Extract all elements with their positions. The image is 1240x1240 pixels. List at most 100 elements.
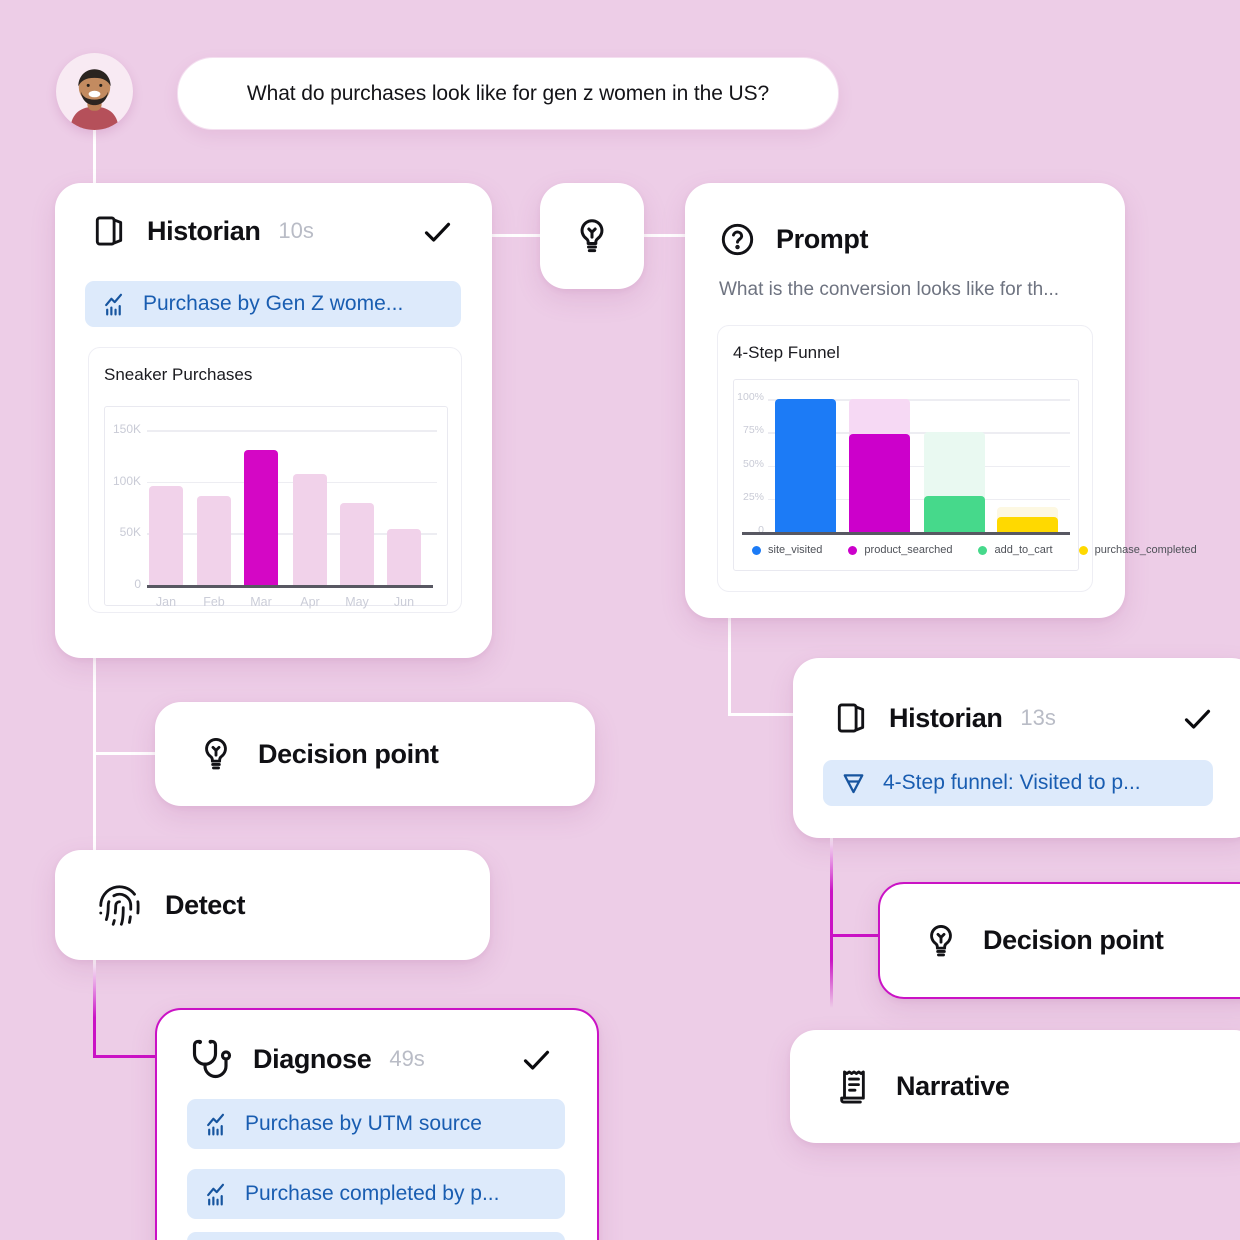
x-axis-line xyxy=(742,532,1070,535)
connector-prompt-historian-right xyxy=(728,713,795,716)
lightbulb-icon xyxy=(922,922,960,960)
chart-title: 4-Step Funnel xyxy=(733,343,840,362)
y-tick-label: 100% xyxy=(737,391,764,403)
legend-label: product_searched xyxy=(864,544,953,556)
gridline xyxy=(768,432,1070,434)
connector-bulb-prompt xyxy=(643,234,687,237)
bar xyxy=(244,449,278,585)
gridline xyxy=(147,533,437,535)
node-diagnose[interactable]: Diagnose 49s Purchase by UTM source Purc… xyxy=(155,1008,599,1240)
connector-prompt-down xyxy=(728,616,731,716)
question-circle-icon xyxy=(719,221,756,258)
node-detect[interactable]: Detect xyxy=(55,850,490,960)
sneaker-purchases-chart: Sneaker Purchases 0 50K 100K 150K Jan Feb Mar A… xyxy=(88,347,462,613)
metric-chart-icon xyxy=(204,1182,229,1207)
badge-label: Purchase completed by p... xyxy=(245,1182,500,1205)
legend-item: purchase_completed xyxy=(1078,544,1197,556)
legend-item: product_searched xyxy=(848,544,952,556)
node-title: Detect xyxy=(165,889,246,920)
legend-label: site_visited xyxy=(768,544,823,556)
badge-label: Purchase by Gen Z wome... xyxy=(143,292,404,315)
chat-bubble: What do purchases look like for gen z wo… xyxy=(177,57,839,130)
node-title: Narrative xyxy=(896,1071,1010,1101)
node-duration: 13s xyxy=(1020,705,1056,730)
bar xyxy=(293,474,327,585)
badge-label: 4-Step funnel: Visited to p... xyxy=(883,771,1141,794)
connector-decision-left xyxy=(93,752,157,755)
chat-message: What do purchases look like for gen z wo… xyxy=(246,81,770,105)
x-axis-line xyxy=(147,585,433,588)
metric-chart-icon xyxy=(102,292,127,317)
metric-badge[interactable]: 4-Step funnel: Visited to p... xyxy=(823,760,1213,806)
check-icon xyxy=(520,1043,553,1076)
gridline xyxy=(768,465,1070,467)
check-icon xyxy=(1181,702,1214,735)
gridline xyxy=(147,430,437,432)
check-icon xyxy=(421,215,454,248)
metric-badge[interactable]: Purchase completed by p... xyxy=(187,1169,565,1219)
book-icon xyxy=(91,213,127,249)
y-tick-label: 0 xyxy=(134,577,141,591)
bar xyxy=(387,529,421,585)
node-title: Decision point xyxy=(983,925,1164,955)
node-title: Diagnose xyxy=(253,1043,372,1074)
funnel-chart: 4-Step Funnel 0 25% 50% 75% 100% site_visited… xyxy=(717,325,1197,592)
y-tick-label: 25% xyxy=(742,490,764,503)
x-tick-label: Mar xyxy=(250,595,272,609)
x-tick-label: Jun xyxy=(393,595,415,609)
stethoscope-icon xyxy=(191,1038,233,1080)
legend-dot xyxy=(978,545,988,555)
legend-item: site_visited xyxy=(752,544,822,556)
chart-plot-area: 0 50K 100K 150K Jan Feb Mar Apr May Jun xyxy=(104,406,448,609)
receipt-icon xyxy=(835,1068,873,1106)
legend-item: add_to_cart xyxy=(978,544,1053,556)
node-historian-left[interactable]: Historian 10s Purchase by Gen Z wome... … xyxy=(55,183,492,658)
node-title: Historian xyxy=(147,215,261,246)
legend-label: add_to_cart xyxy=(994,544,1053,556)
bar xyxy=(340,503,374,585)
y-tick-label: 75% xyxy=(742,424,764,437)
book-icon xyxy=(833,700,869,736)
connector-historian-bulb xyxy=(490,234,542,237)
node-duration: 10s xyxy=(278,218,314,243)
badge-label: Purchase by UTM source xyxy=(245,1112,482,1135)
bar xyxy=(149,485,183,585)
metric-badge[interactable] xyxy=(187,1232,565,1240)
y-tick-label: 0 xyxy=(758,524,764,536)
bar xyxy=(849,433,910,532)
metric-badge[interactable]: Purchase by Gen Z wome... xyxy=(85,281,461,327)
node-title: Decision point xyxy=(258,738,439,769)
metric-chart-icon xyxy=(204,1112,229,1137)
y-tick-label: 50K xyxy=(119,525,141,540)
node-narrative[interactable]: Narrative xyxy=(790,1030,1240,1143)
y-tick-label: 100K xyxy=(112,473,141,488)
connector-diagnose xyxy=(93,1055,157,1058)
x-tick-label: Apr xyxy=(300,595,320,609)
gridline xyxy=(147,481,437,484)
node-decision-point-left[interactable]: Decision point xyxy=(155,702,595,806)
bar xyxy=(924,496,985,532)
funnel-icon xyxy=(840,770,867,797)
legend-dot xyxy=(752,545,761,555)
fingerprint-icon xyxy=(97,883,142,928)
avatar xyxy=(56,53,133,130)
gridline xyxy=(768,498,1070,501)
node-historian-right[interactable]: Historian 13s 4-Step funnel: Visited to … xyxy=(793,658,1240,838)
node-prompt[interactable]: Prompt What is the conversion looks like… xyxy=(685,183,1197,618)
chart-plot-area: 0 25% 50% 75% 100% site_visited product_search… xyxy=(733,379,1197,571)
prompt-subtitle: What is the conversion looks like for th… xyxy=(719,279,1060,300)
connector-right-branch xyxy=(830,836,833,1008)
legend-dot xyxy=(848,545,858,555)
chart-title: Sneaker Purchases xyxy=(104,365,253,384)
node-decision-point-right[interactable]: Decision point xyxy=(878,882,1240,999)
bar xyxy=(197,496,231,585)
legend-label: purchase_completed xyxy=(1094,544,1197,556)
node-lightbulb[interactable] xyxy=(540,183,644,289)
node-title: Historian xyxy=(889,702,1003,733)
bar xyxy=(775,399,836,532)
node-duration: 49s xyxy=(389,1046,425,1071)
connector-decision-right xyxy=(830,934,880,937)
lightbulb-icon xyxy=(572,216,612,256)
metric-badge[interactable]: Purchase by UTM source xyxy=(187,1099,565,1149)
